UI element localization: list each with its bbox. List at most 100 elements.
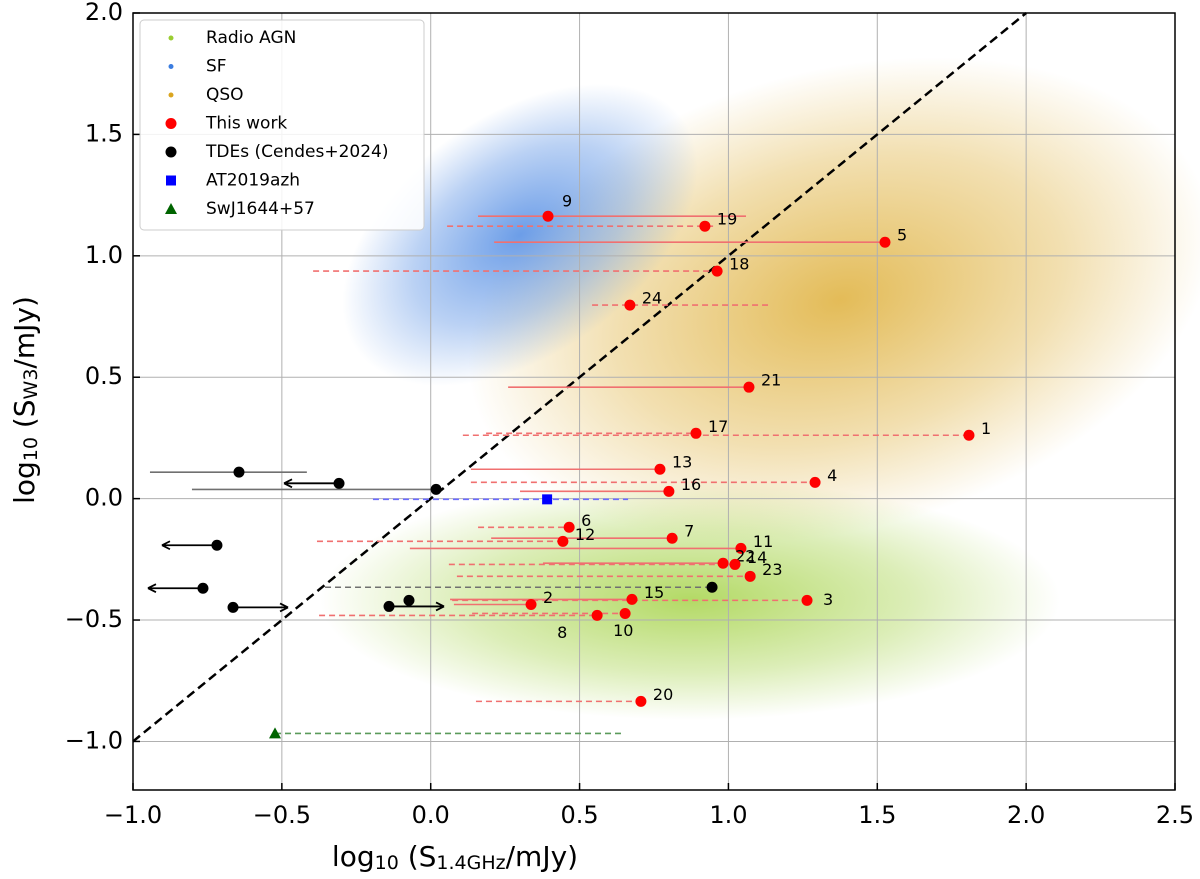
legend-marker [168, 35, 174, 41]
x-tick-label: −1.0 [104, 801, 162, 829]
y-tick-label: −1.0 [65, 726, 123, 754]
data-point [542, 494, 553, 505]
data-point [729, 558, 741, 570]
point-label: 20 [653, 685, 673, 704]
data-point [403, 594, 415, 606]
y-axis-label: log10 (SW3/mJy) [8, 296, 42, 504]
point-label: 21 [761, 371, 781, 390]
data-point [619, 607, 631, 619]
point-label: 17 [708, 417, 728, 436]
data-point [809, 476, 821, 488]
point-label: 6 [581, 511, 591, 530]
data-point [744, 570, 756, 582]
x-tick-label: 0.5 [560, 801, 598, 829]
data-point [211, 539, 223, 551]
point-label: 4 [827, 466, 837, 485]
data-point [333, 477, 345, 489]
point-label: 3 [823, 590, 833, 609]
point-label: 12 [575, 525, 595, 544]
data-point [430, 483, 442, 495]
legend-marker [165, 203, 177, 214]
x-tick-label: 0.0 [412, 801, 450, 829]
legend-marker [165, 146, 177, 158]
data-point [735, 542, 747, 554]
data-point [233, 466, 245, 478]
data-point [699, 220, 711, 232]
legend-label: SwJ1644+57 [206, 199, 315, 219]
x-axis-label-part: /mJy) [506, 840, 578, 873]
data-point [383, 600, 395, 612]
legend-marker [166, 175, 176, 186]
y-tick-label: 1.5 [85, 119, 123, 147]
data-point [635, 695, 647, 707]
point-label: 24 [642, 289, 662, 308]
legend-label: SF [206, 57, 227, 77]
data-point [711, 265, 723, 277]
data-point [690, 427, 702, 439]
point-label: 5 [897, 226, 907, 245]
limit-arrow [389, 601, 445, 612]
legend-box [139, 19, 425, 231]
y-axis-label-part: 10 [20, 437, 42, 461]
point-label: 9 [562, 192, 572, 211]
x-axis-label-part: 10 [375, 852, 399, 874]
x-tick-label: 1.5 [858, 801, 896, 829]
x-axis-label-part: 1.4GHz [436, 852, 505, 874]
point-label: 8 [557, 623, 567, 642]
point-label: 13 [672, 453, 692, 472]
point-label: 15 [644, 583, 664, 602]
plot-frame [132, 12, 1176, 791]
point-label: 1 [981, 419, 991, 438]
point-label: 10 [613, 621, 633, 640]
legend-label: AT2019azh [206, 171, 300, 191]
point-label: 11 [753, 532, 773, 551]
data-point [563, 521, 575, 533]
data-point [557, 535, 569, 547]
y-tick-label: 1.0 [85, 241, 123, 269]
data-point [663, 485, 675, 497]
y-axis-label-part: W3 [20, 369, 42, 400]
data-point [197, 582, 209, 594]
data-point [542, 210, 554, 222]
data-point [591, 609, 603, 621]
data-point [717, 557, 729, 569]
point-label: 18 [729, 255, 749, 274]
legend-label: This work [205, 114, 287, 134]
x-tick-label: 1.0 [709, 801, 747, 829]
point-label: 19 [717, 210, 737, 229]
legend-marker [168, 92, 174, 98]
legend-marker [168, 64, 174, 69]
point-label: 22 [735, 547, 755, 566]
legend-label: QSO [206, 85, 244, 105]
data-point [743, 381, 755, 393]
y-tick-label: 0.0 [85, 484, 123, 512]
point-label: 16 [681, 475, 701, 494]
data-point [269, 727, 282, 739]
legend-label: TDEs (Cendes+2024) [205, 142, 388, 162]
reference-line [132, 12, 1027, 743]
point-label: 14 [747, 548, 767, 567]
legend-marker [165, 118, 177, 129]
x-axis-label-part: log [332, 840, 375, 873]
limit-arrow [147, 583, 203, 594]
data-point [626, 593, 638, 605]
data-point [801, 594, 813, 606]
data-point [963, 429, 975, 441]
data-point [227, 601, 239, 613]
point-label: 7 [684, 522, 694, 541]
data-point [706, 581, 718, 593]
density-region [320, 480, 1060, 720]
limit-arrow [161, 540, 217, 551]
legend-label: Radio AGN [206, 28, 296, 48]
y-tick-label: −0.5 [65, 605, 123, 633]
data-point [666, 532, 678, 544]
data-point [525, 598, 537, 610]
y-axis-label-part: (S [8, 399, 41, 437]
x-axis-label: log10 (S1.4GHz/mJy) [332, 840, 578, 874]
y-axis-label-part: /mJy) [8, 296, 41, 368]
data-point [654, 463, 666, 475]
y-axis-label-part: log [8, 461, 41, 504]
x-tick-label: 2.0 [1007, 801, 1045, 829]
x-tick-label: −0.5 [253, 801, 311, 829]
